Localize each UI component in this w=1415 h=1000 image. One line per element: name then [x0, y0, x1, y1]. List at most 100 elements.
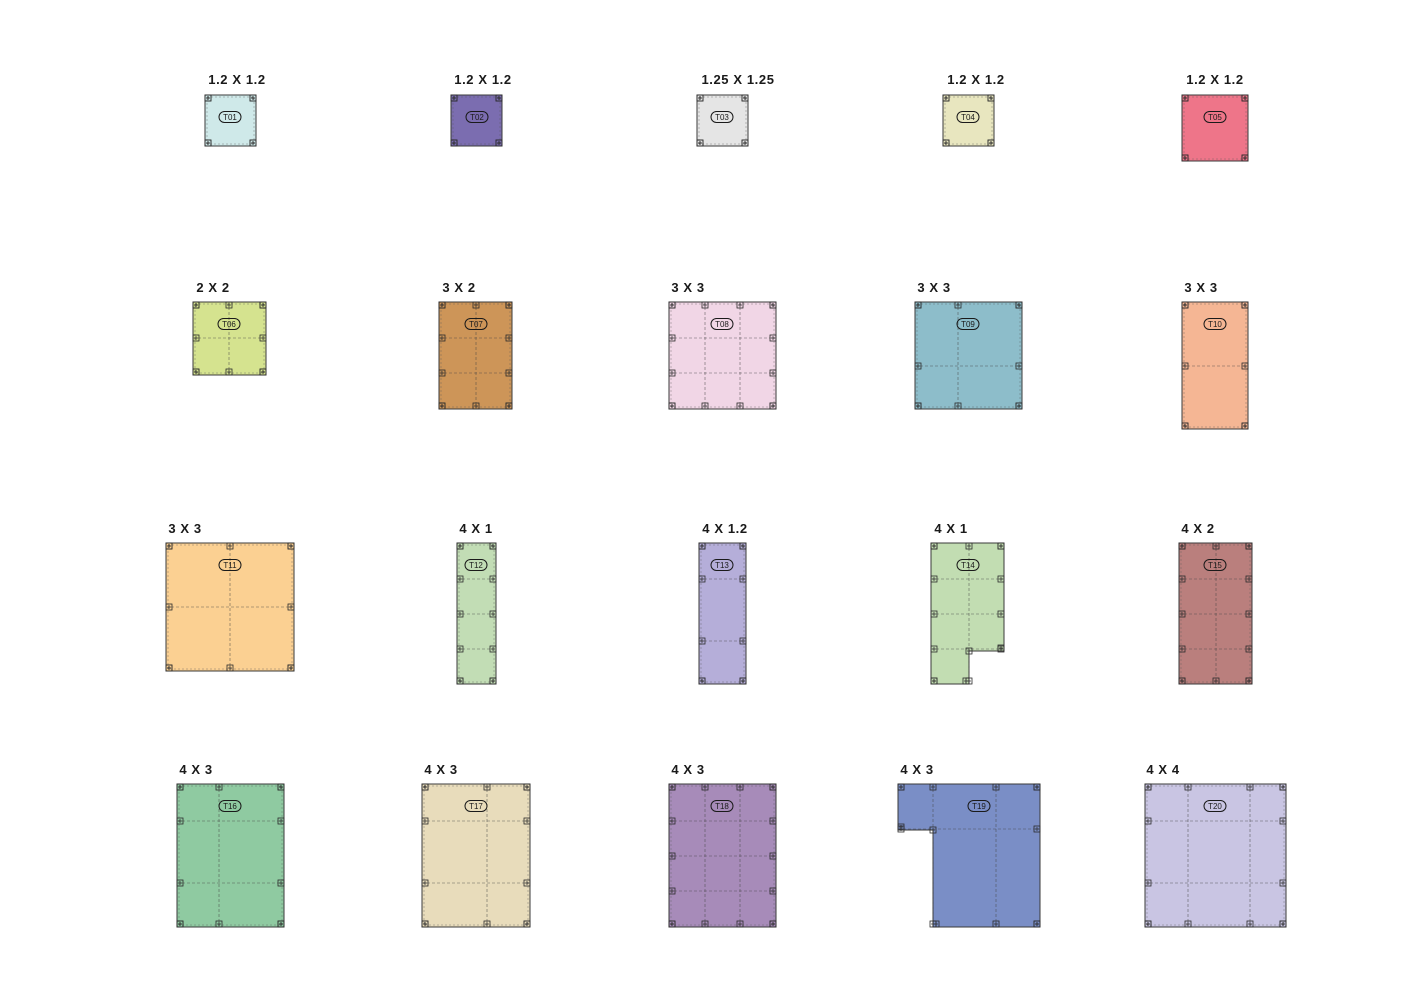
module-body: [1181, 94, 1249, 162]
module-id-tag: [1203, 318, 1227, 330]
module-id-tag: [1203, 559, 1227, 571]
module-size-label: 3 X 3: [168, 521, 201, 536]
module-id-label: T15: [1208, 561, 1222, 570]
module-inner-outline: [458, 544, 495, 683]
module-body: [897, 783, 1041, 928]
module-id-label: T07: [469, 320, 483, 329]
module-t04: 1.2 X 1.2 T04: [942, 72, 1004, 147]
module-id-label: T13: [715, 561, 729, 570]
module-id-tag: [710, 800, 734, 812]
module-body: [914, 301, 1023, 410]
module-id-label: T08: [715, 320, 729, 329]
module-size-label: 1.2 X 1.2: [1186, 72, 1243, 87]
module-inner-outline: [1183, 96, 1247, 160]
module-t14: 4 X 1 T14: [930, 521, 1005, 685]
module-size-label: 4 X 1: [459, 521, 492, 536]
module-id-label: T01: [223, 113, 237, 122]
module-id-label: T18: [715, 802, 729, 811]
module-id-tag: [1203, 800, 1227, 812]
module-body: [1178, 542, 1253, 685]
module-size-label: 3 X 2: [442, 280, 475, 295]
module-id-label: T02: [470, 113, 484, 122]
module-id-label: T12: [469, 561, 483, 570]
module-size-label: 4 X 3: [671, 762, 704, 777]
module-size-label: 2 X 2: [196, 280, 229, 295]
module-t06: 2 X 2 T06: [192, 280, 267, 376]
module-id-tag: [218, 559, 242, 571]
module-id-label: T10: [1208, 320, 1222, 329]
module-inner-outline: [440, 303, 511, 408]
module-t02: 1.2 X 1.2 T02: [450, 72, 511, 147]
module-id-tag: [710, 318, 734, 330]
module-inner-outline: [1180, 544, 1251, 683]
module-t01: 1.2 X 1.2 T01: [204, 72, 265, 147]
module-id-label: T19: [972, 802, 986, 811]
module-id-tag: [218, 111, 242, 123]
module-id-label: T11: [223, 561, 237, 570]
module-inner-outline: [423, 785, 529, 926]
module-inner-outline: [206, 96, 255, 145]
module-body: [421, 783, 531, 928]
module-id-label: T06: [222, 320, 236, 329]
module-size-label: 1.25 X 1.25: [701, 72, 774, 87]
module-body: [450, 94, 503, 147]
module-inner-outline: [916, 303, 1021, 408]
module-size-label: 4 X 2: [1181, 521, 1214, 536]
module-inner-outline: [1183, 303, 1247, 428]
module-body: [696, 94, 749, 147]
module-body: [192, 301, 267, 376]
module-t17: 4 X 3 T17: [421, 762, 531, 928]
module-size-label: 3 X 3: [917, 280, 950, 295]
module-id-tag: [710, 111, 734, 123]
module-t10: 3 X 3 T10: [1181, 280, 1249, 430]
module-size-label: 1.2 X 1.2: [454, 72, 511, 87]
module-inner-outline: [670, 785, 775, 926]
module-t09: 3 X 3 T09: [914, 280, 1023, 410]
module-size-label: 4 X 3: [179, 762, 212, 777]
module-id-tag: [956, 318, 980, 330]
module-id-label: T17: [469, 802, 483, 811]
module-t13: 4 X 1.2 T13: [698, 521, 747, 685]
module-inner-outline: [670, 303, 775, 408]
module-id-tag: [217, 318, 241, 330]
module-id-label: T03: [715, 113, 729, 122]
module-id-label: T16: [223, 802, 237, 811]
module-body: [204, 94, 257, 147]
module-inner-outline: [698, 96, 747, 145]
module-id-label: T04: [961, 113, 975, 122]
module-body: [942, 94, 995, 147]
module-t12: 4 X 1 T12: [456, 521, 497, 685]
module-t19: 4 X 3 T19: [897, 762, 1041, 928]
module-size-label: 1.2 X 1.2: [947, 72, 1004, 87]
module-t08: 3 X 3 T08: [668, 280, 777, 410]
module-id-tag: [464, 800, 488, 812]
module-body: [176, 783, 285, 928]
module-id-tag: [1203, 111, 1227, 123]
module-t03: 1.25 X 1.25 T03: [696, 72, 774, 147]
module-body: [1144, 783, 1287, 928]
module-inner-outline: [194, 303, 265, 374]
module-inner-outline: [178, 785, 283, 926]
module-body: [438, 301, 513, 410]
module-id-label: T05: [1208, 113, 1222, 122]
module-id-tag: [956, 111, 980, 123]
module-id-tag: [956, 559, 980, 571]
module-t07: 3 X 2 T07: [438, 280, 513, 410]
module-id-tag: [710, 559, 734, 571]
module-body: [1181, 301, 1249, 430]
module-body: [668, 783, 777, 928]
module-size-label: 4 X 4: [1146, 762, 1180, 777]
module-id-label: T14: [961, 561, 975, 570]
module-id-tag: [465, 111, 489, 123]
module-id-tag: [967, 800, 991, 812]
module-id-label: T09: [961, 320, 975, 329]
module-size-label: 3 X 3: [1184, 280, 1217, 295]
module-inner-outline: [944, 96, 993, 145]
module-inner-outline: [1146, 785, 1285, 926]
module-size-label: 4 X 1.2: [702, 521, 747, 536]
module-id-tag: [464, 559, 488, 571]
module-body: [698, 542, 747, 685]
module-t18: 4 X 3 T18: [668, 762, 777, 928]
module-size-label: 1.2 X 1.2: [208, 72, 265, 87]
module-body: [668, 301, 777, 410]
